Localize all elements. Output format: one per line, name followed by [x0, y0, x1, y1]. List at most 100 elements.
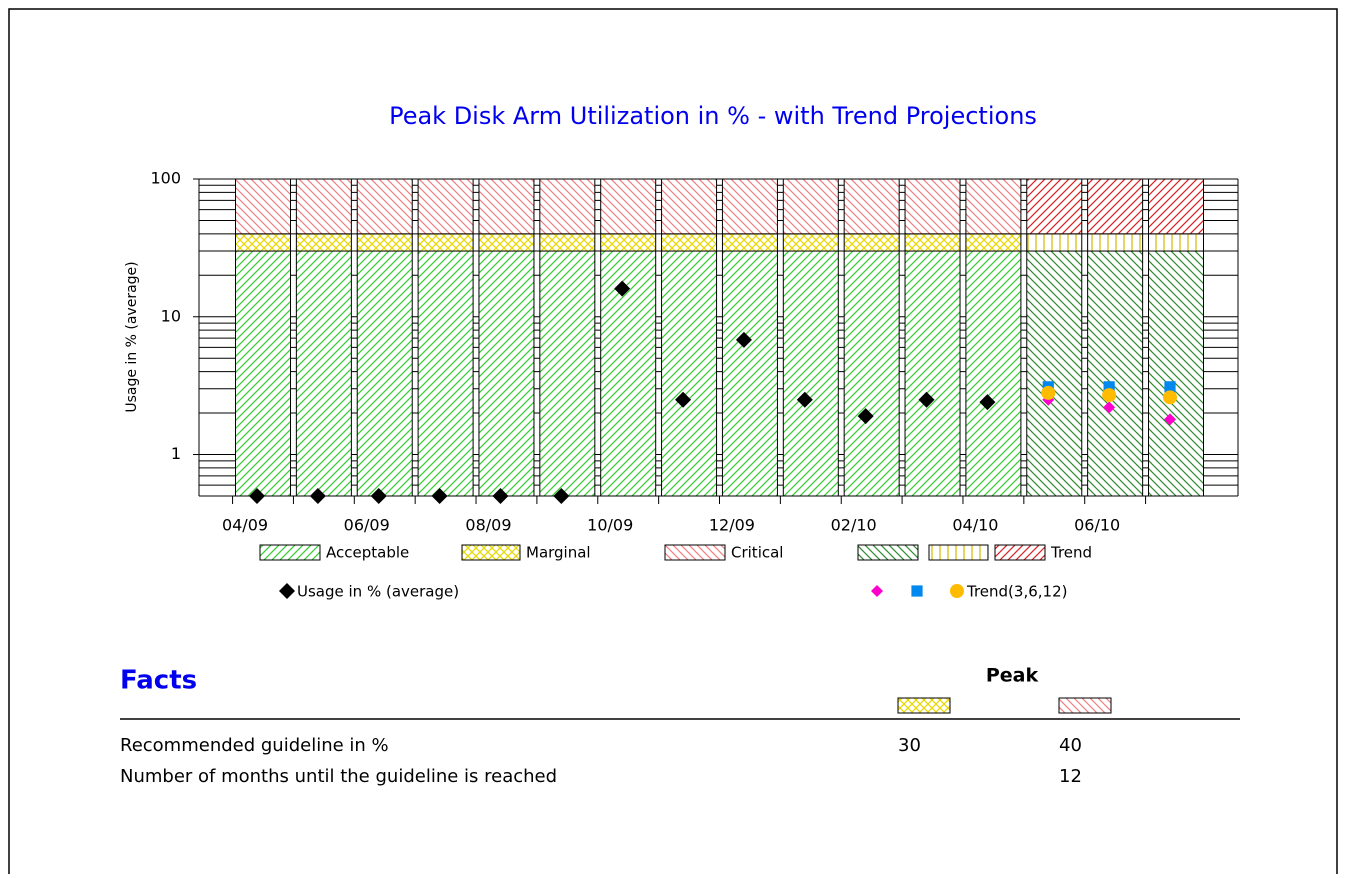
legend-label: Usage in % (average): [297, 583, 459, 601]
x-tick-label: 04/09: [222, 516, 268, 535]
marker: [1164, 413, 1176, 426]
facts-swatch: [1058, 697, 1112, 714]
bar-segment: [478, 233, 535, 252]
bar-segment: [539, 233, 596, 252]
bar-segment: [843, 250, 900, 497]
bar-segment: [539, 250, 596, 497]
bar-segment: [782, 250, 839, 497]
bar-segment: [1148, 178, 1204, 235]
bar-segment: [661, 178, 718, 235]
chart-title: Peak Disk Arm Utilization in % - with Tr…: [389, 102, 1037, 130]
facts-swatch: [897, 697, 951, 714]
bar-segment: [661, 233, 718, 252]
marker: [675, 391, 692, 408]
bar-segment: [356, 178, 413, 235]
legend-swatch: [928, 544, 989, 561]
bar-segment: [782, 178, 839, 235]
x-tick-label: 06/10: [1074, 516, 1120, 535]
facts-cell: 12: [1059, 766, 1082, 787]
facts-row-label: Number of months until the guideline is …: [120, 766, 557, 787]
bar-segment: [721, 250, 778, 497]
x-tick-label: 02/10: [831, 516, 877, 535]
bar-segment: [1026, 178, 1083, 235]
marker: [1103, 381, 1115, 393]
legend-swatch: [857, 544, 919, 561]
legend-swatch: [994, 544, 1046, 561]
legend-label: Trend: [1050, 544, 1092, 562]
marker: [492, 488, 509, 504]
x-tick-label: 08/09: [465, 516, 511, 535]
marker: [796, 391, 813, 408]
bar-segment: [478, 250, 535, 497]
marker: [1163, 390, 1177, 405]
bar-segment: [295, 178, 352, 235]
bar-segment: [417, 178, 474, 235]
legend-marker: [279, 583, 295, 599]
x-tick-label: 04/10: [952, 516, 998, 535]
x-tick-label: 06/09: [344, 516, 390, 535]
bar-segment: [235, 178, 291, 235]
bar-segment: [1026, 250, 1083, 497]
marker: [553, 488, 570, 504]
facts-row-label: Recommended guideline in %: [120, 735, 389, 756]
marker: [735, 331, 752, 348]
bar-segment: [904, 233, 961, 252]
marker: [1103, 401, 1116, 414]
legend-swatch: [259, 544, 321, 561]
bar-segment: [295, 233, 352, 252]
marker: [857, 408, 874, 425]
facts-cell: 40: [1059, 735, 1082, 756]
legend-marker: [911, 585, 923, 597]
bar-segment: [904, 178, 961, 235]
marker: [431, 488, 448, 504]
legend-label: Critical: [731, 544, 783, 562]
bar-segment: [600, 178, 657, 235]
bar-segment: [417, 250, 474, 497]
bar-segment: [235, 233, 291, 252]
bar-segment: [843, 178, 900, 235]
legend-label: Trend(3,6,12): [966, 583, 1067, 601]
bar-segment: [356, 233, 413, 252]
marker: [370, 488, 387, 504]
bar-segment: [1148, 233, 1204, 252]
bar-segment: [965, 178, 1022, 235]
bar-segment: [965, 250, 1022, 497]
x-tick-label: 10/09: [587, 516, 633, 535]
bar-segment: [843, 233, 900, 252]
legend-swatch: [664, 544, 726, 561]
marker: [309, 488, 326, 504]
bar-segment: [1087, 233, 1144, 252]
legend-marker: [950, 584, 964, 598]
legend-label: Acceptable: [326, 544, 409, 562]
bar-segment: [1087, 178, 1144, 235]
frame: [8, 8, 1338, 878]
legend-swatch: [461, 544, 521, 561]
bar-segment: [478, 178, 535, 235]
bar-segment: [539, 178, 596, 235]
bar-segment: [1148, 250, 1204, 497]
bar-segment: [904, 250, 961, 497]
facts-title: Facts: [120, 666, 197, 696]
bar-segment: [661, 250, 718, 497]
facts-column-header: Peak: [986, 665, 1039, 687]
bar-segment: [356, 250, 413, 497]
marker: [979, 394, 996, 411]
y-tick-label: 1: [171, 444, 181, 463]
y-tick-label: 10: [161, 306, 181, 325]
facts-cell: 30: [898, 735, 921, 756]
y-tick-label: 100: [150, 169, 181, 188]
bar-segment: [782, 233, 839, 252]
x-tick-label: 12/09: [709, 516, 755, 535]
bar-segment: [721, 178, 778, 235]
marker: [1041, 385, 1056, 400]
marker: [918, 391, 935, 408]
bar-segment: [600, 250, 657, 497]
bar-segment: [600, 233, 657, 252]
legend-label: Marginal: [526, 544, 591, 562]
bar-segment: [295, 250, 352, 497]
legend-marker: [871, 585, 883, 597]
y-axis-label: Usage in % (average): [124, 261, 140, 412]
bar-segment: [1087, 250, 1144, 497]
